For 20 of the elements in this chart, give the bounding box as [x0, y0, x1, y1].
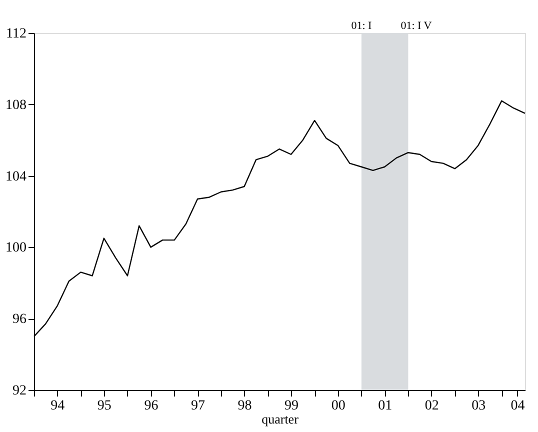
- y-tick-label: 100: [6, 240, 26, 256]
- x-tick-label: 00: [331, 398, 346, 414]
- y-tick-label: 96: [12, 312, 26, 328]
- y-tick-label: 92: [12, 384, 26, 398]
- x-tick-label: 94: [50, 398, 65, 414]
- y-tick-label: 108: [6, 98, 26, 113]
- x-tick-label: 99: [284, 398, 299, 414]
- x-tick-label: 03: [472, 398, 486, 414]
- text: 01: I V: [400, 20, 432, 32]
- x-tick-label: 96: [144, 398, 158, 414]
- y-tick-label: 112: [6, 26, 26, 42]
- x-tick-label: 02: [424, 398, 439, 414]
- x-axis-title: quarter: [262, 412, 300, 426]
- text: 01: I: [351, 20, 372, 32]
- x-tick-label: 95: [97, 398, 112, 414]
- x-tick-label: 97: [191, 398, 206, 414]
- x-tick-label: 04: [510, 398, 525, 414]
- x-tick-label: 98: [238, 398, 252, 414]
- y-tick-label: 104: [6, 169, 26, 184]
- x-tick-label: 01: [378, 398, 392, 414]
